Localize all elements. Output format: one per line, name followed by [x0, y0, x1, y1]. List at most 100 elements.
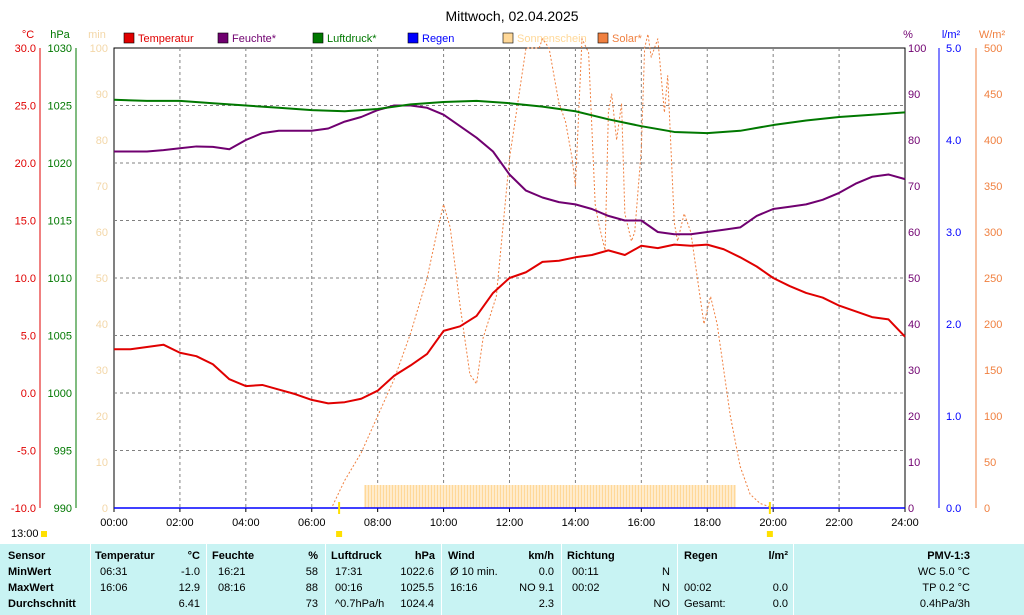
sunshine-bar: [685, 485, 688, 508]
wind-time: Ø 10 min.: [450, 566, 498, 578]
temp-time: 16:06: [100, 582, 128, 594]
sunshine-bar: [574, 485, 577, 508]
wind-value: NO 9.1: [519, 582, 554, 594]
temp-tick-label: 0.0: [21, 388, 36, 400]
legend-swatch-sunshine: [502, 32, 514, 44]
solar-tick-label: 450: [984, 89, 1002, 101]
panel-divider: [677, 544, 678, 615]
pressure-tick-label: 1030: [48, 43, 72, 55]
humidity-tick-label: 50: [908, 273, 920, 285]
sunshine-bar: [658, 485, 661, 508]
pressure-value: 1024.4: [400, 598, 434, 610]
sunshine-bar: [616, 485, 619, 508]
temp-tick-label: 15.0: [15, 216, 36, 228]
sunshine-bar: [484, 485, 487, 508]
pressure-line: [113, 98, 906, 135]
humidity-tick-label: 70: [908, 181, 920, 193]
sunshine-bar: [403, 485, 406, 508]
panel-divider: [325, 544, 326, 615]
sunshine-bars: [364, 485, 736, 508]
header-wind: Wind: [448, 550, 475, 562]
sunshine-bar: [721, 485, 724, 508]
solar-tick-label: 500: [984, 43, 1002, 55]
legend-label-solar: Solar*: [612, 33, 643, 45]
sunshine-bar: [613, 485, 616, 508]
solar-axis-unit: W/m²: [979, 29, 1006, 41]
sunshine-bar: [583, 485, 586, 508]
pressure-tick-label: 1005: [48, 331, 72, 343]
header-direction: Richtung: [567, 550, 615, 562]
sunshine-bar: [619, 485, 622, 508]
x-tick-label: 20:00: [759, 517, 787, 529]
sunshine-bar: [508, 485, 511, 508]
sunshine-bar: [517, 485, 520, 508]
rain-time: Gesamt:: [684, 598, 726, 610]
sunshine-bar: [553, 485, 556, 508]
temp-tick-label: -10.0: [11, 503, 36, 515]
pmv-value: TP 0.2 °C: [922, 582, 970, 594]
sunshine-bar: [709, 485, 712, 508]
header-pressure-unit: hPa: [414, 550, 435, 562]
sunshine-bar: [643, 485, 646, 508]
panel-divider: [90, 544, 91, 615]
sunshine-bar: [646, 485, 649, 508]
pressure-value: 1025.5: [400, 582, 434, 594]
header-pressure: Luftdruck: [331, 550, 382, 562]
sunshine-bar: [688, 485, 691, 508]
sunshine-bar: [679, 485, 682, 508]
x-tick-label: 22:00: [825, 517, 853, 529]
sunshine-bar: [571, 485, 574, 508]
sunshine-bar: [559, 485, 562, 508]
solar-tick-label: 250: [984, 273, 1002, 285]
sunshine-bar: [667, 485, 670, 508]
header-humidity: Feuchte: [212, 550, 255, 562]
minutes-tick-label: 40: [96, 319, 108, 331]
sunshine-bar: [556, 485, 559, 508]
sunshine-bar: [529, 485, 532, 508]
humidity-tick-label: 80: [908, 135, 920, 147]
weather-chart: Mittwoch, 02.04.2025 °C hPa min 30.0 25.0 20.0…: [11, 8, 1006, 540]
solar-tick-label: 400: [984, 135, 1002, 147]
legend-swatch-humidity: [217, 32, 229, 44]
pressure-axis-unit: hPa: [50, 29, 70, 41]
sunshine-bar: [457, 485, 460, 508]
humidity-tick-label: 90: [908, 89, 920, 101]
sunshine-bar: [631, 485, 634, 508]
temp-tick-label: -5.0: [17, 446, 36, 458]
sunshine-bar: [724, 485, 727, 508]
rain-tick-label: 0.0: [946, 503, 961, 515]
temp-tick-label: 30.0: [15, 43, 36, 55]
sunshine-bar: [364, 485, 367, 508]
row-label: MinWert: [8, 566, 52, 578]
rain-axis-unit: l/m²: [942, 29, 961, 41]
pressure-time: ^0.7hPa/h: [335, 598, 385, 610]
sunshine-bar: [577, 485, 580, 508]
rain-tick-label: 3.0: [946, 227, 961, 239]
header-sensor: Sensor: [8, 550, 46, 562]
legend-label-temperature: Temperatur: [138, 33, 194, 45]
sunshine-bar: [565, 485, 568, 508]
panel-divider: [206, 544, 207, 615]
panel-divider: [441, 544, 442, 615]
minutes-tick-label: 0: [102, 503, 108, 515]
sunshine-bar: [598, 485, 601, 508]
sunshine-bar: [649, 485, 652, 508]
x-tick-label: 06:00: [298, 517, 326, 529]
solar-tick-label: 100: [984, 411, 1002, 423]
direction-value: N: [662, 566, 670, 578]
sunshine-bar: [733, 485, 736, 508]
sunshine-bar: [637, 485, 640, 508]
x-tick-label: 12:00: [496, 517, 524, 529]
pressure-tick-label: 1015: [48, 216, 72, 228]
sunshine-bar: [586, 485, 589, 508]
sunshine-bar: [412, 485, 415, 508]
legend-label-rain: Regen: [422, 33, 454, 45]
sunshine-bar: [436, 485, 439, 508]
sunshine-bar: [634, 485, 637, 508]
sunshine-bar: [397, 485, 400, 508]
sunshine-bar: [406, 485, 409, 508]
sunshine-bar: [670, 485, 673, 508]
direction-value: N: [662, 582, 670, 594]
time-label: 13:00: [11, 528, 39, 540]
x-tick-label: 08:00: [364, 517, 392, 529]
